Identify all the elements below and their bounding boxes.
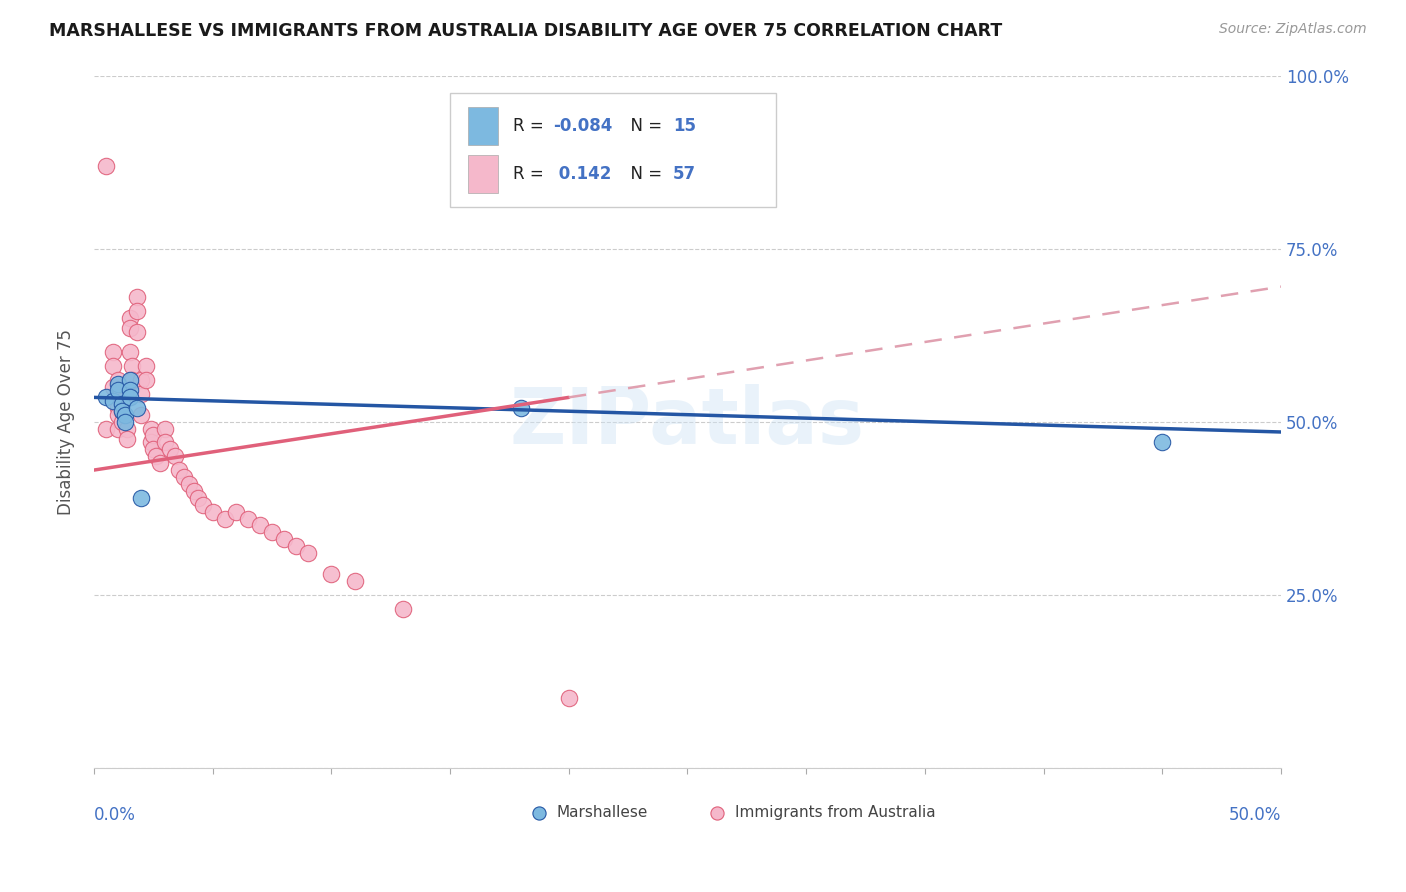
Point: [145, 449, 167, 463]
Point: [111, 415, 134, 429]
Point: [249, 518, 271, 533]
Point: [121, 373, 143, 387]
Text: 15: 15: [673, 117, 696, 135]
Point: [107, 421, 129, 435]
Point: [115, 432, 138, 446]
Point: [94, 421, 117, 435]
Point: [187, 491, 209, 505]
Point: [101, 359, 124, 374]
Point: [107, 376, 129, 391]
Point: [973, 805, 995, 820]
Point: [321, 566, 343, 581]
FancyBboxPatch shape: [450, 93, 776, 207]
Point: [214, 511, 236, 525]
Point: [131, 491, 153, 505]
Text: R =: R =: [513, 165, 548, 183]
Point: [107, 384, 129, 398]
Point: [107, 408, 129, 422]
Point: [139, 435, 162, 450]
Point: [118, 384, 141, 398]
Point: [1152, 435, 1174, 450]
Point: [131, 387, 153, 401]
Point: [284, 539, 307, 553]
Text: MARSHALLESE VS IMMIGRANTS FROM AUSTRALIA DISABILITY AGE OVER 75 CORRELATION CHAR: MARSHALLESE VS IMMIGRANTS FROM AUSTRALIA…: [49, 22, 1002, 40]
Point: [142, 428, 165, 442]
Point: [111, 393, 134, 408]
Point: [125, 325, 148, 339]
Text: -0.084: -0.084: [554, 117, 613, 135]
Point: [118, 345, 141, 359]
Point: [173, 470, 195, 484]
Point: [111, 397, 134, 411]
FancyBboxPatch shape: [468, 107, 498, 145]
Text: N =: N =: [620, 165, 668, 183]
Point: [344, 574, 367, 588]
Point: [139, 421, 162, 435]
Point: [225, 505, 247, 519]
Text: Source: ZipAtlas.com: Source: ZipAtlas.com: [1219, 22, 1367, 37]
Text: N =: N =: [620, 117, 668, 135]
Text: ZIPatlas: ZIPatlas: [510, 384, 865, 459]
Point: [118, 390, 141, 404]
Text: 50.0%: 50.0%: [1229, 805, 1281, 824]
Point: [111, 404, 134, 418]
Point: [177, 476, 200, 491]
Point: [159, 442, 181, 457]
Point: [153, 435, 176, 450]
Point: [121, 359, 143, 374]
Point: [163, 449, 186, 463]
Text: Immigrants from Australia: Immigrants from Australia: [735, 805, 935, 821]
FancyBboxPatch shape: [468, 155, 498, 194]
Point: [114, 408, 136, 422]
Point: [94, 390, 117, 404]
Text: 0.0%: 0.0%: [94, 805, 136, 824]
Point: [510, 401, 533, 415]
Point: [107, 387, 129, 401]
Point: [142, 442, 165, 457]
Text: R =: R =: [513, 117, 548, 135]
Point: [238, 511, 260, 525]
Point: [118, 321, 141, 335]
Point: [131, 408, 153, 422]
Point: [101, 345, 124, 359]
Point: [125, 401, 148, 415]
Point: [125, 304, 148, 318]
Point: [101, 393, 124, 408]
Point: [153, 421, 176, 435]
Text: 57: 57: [673, 165, 696, 183]
Point: [111, 404, 134, 418]
Y-axis label: Disability Age Over 75: Disability Age Over 75: [58, 328, 75, 515]
Point: [558, 691, 581, 706]
Point: [201, 505, 224, 519]
Point: [94, 159, 117, 173]
Point: [107, 373, 129, 387]
Point: [135, 373, 157, 387]
Text: Marshallese: Marshallese: [557, 805, 648, 821]
Point: [114, 415, 136, 429]
Point: [273, 533, 295, 547]
Text: 0.142: 0.142: [554, 165, 612, 183]
Point: [118, 373, 141, 387]
Point: [107, 401, 129, 415]
Point: [183, 483, 205, 498]
Point: [135, 359, 157, 374]
Point: [260, 525, 283, 540]
Point: [191, 498, 214, 512]
Point: [169, 463, 191, 477]
Point: [149, 456, 172, 470]
Point: [131, 373, 153, 387]
Point: [297, 546, 319, 560]
Point: [115, 421, 138, 435]
Point: [391, 601, 413, 615]
Point: [125, 290, 148, 304]
Point: [1329, 805, 1351, 820]
Point: [101, 380, 124, 394]
Point: [118, 310, 141, 325]
